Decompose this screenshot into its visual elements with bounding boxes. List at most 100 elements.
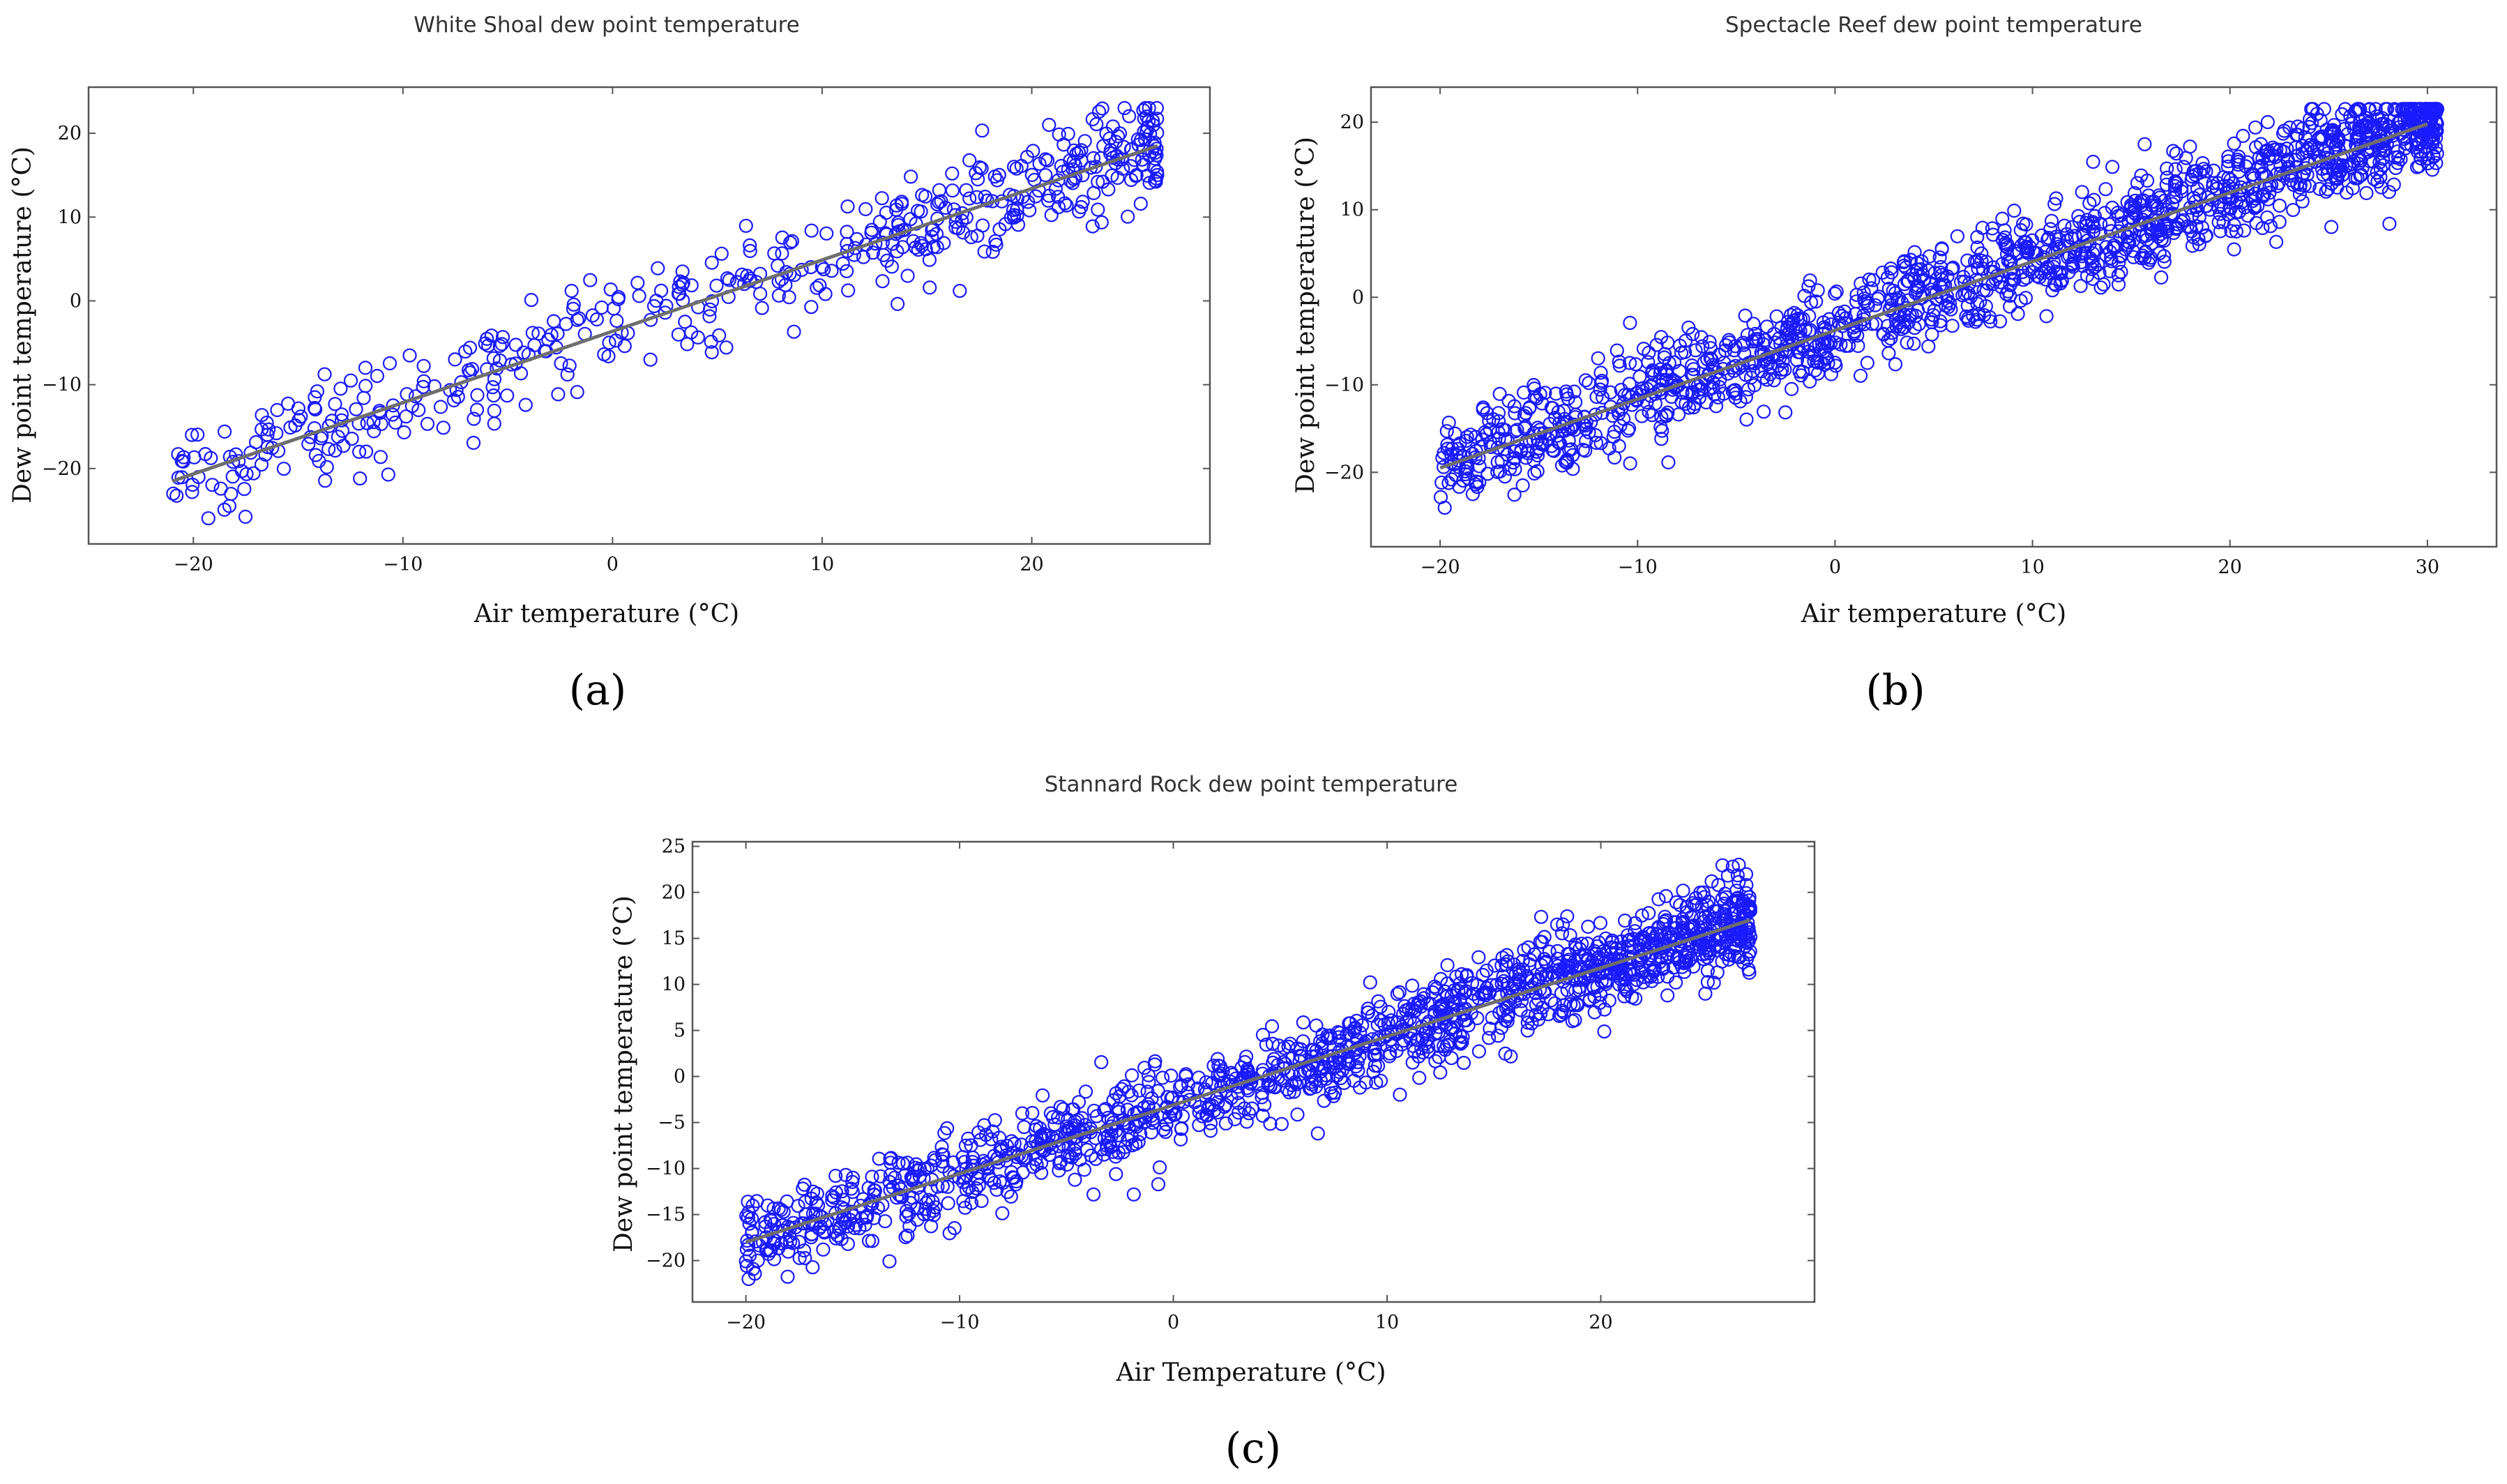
scatter-point (1482, 1031, 1497, 1045)
scatter-point (1704, 874, 1719, 888)
scatter-point (2409, 160, 2425, 174)
y-tick-label: 20 (1340, 112, 1364, 133)
scatter-point (2198, 229, 2213, 243)
scatter-point (2315, 162, 2329, 176)
scatter-point (190, 427, 205, 442)
scatter-point (1707, 387, 1722, 402)
scatter-point (1610, 343, 1624, 358)
scatter-point (1475, 432, 1490, 447)
scatter-point (1550, 944, 1565, 959)
scatter-point (766, 1217, 782, 1232)
y-tick-label: 15 (662, 928, 686, 950)
scatter-point (975, 123, 990, 138)
scatter-point (858, 1210, 873, 1225)
scatter-point (2176, 213, 2191, 227)
scatter-point (458, 344, 473, 359)
scatter-point (2038, 272, 2053, 287)
scatter-point (1995, 211, 2010, 226)
scatter-point (2114, 264, 2128, 279)
scatter-point (288, 418, 303, 433)
scatter-point (1315, 1027, 1330, 1042)
scatter-point (1782, 330, 1797, 344)
panel-a-white-shoal: White Shoal dew point temperature Dew po… (8, 13, 1211, 715)
scatter-point (921, 1192, 936, 1207)
scatter-point (2190, 181, 2205, 196)
x-tick-label: 30 (2416, 556, 2439, 578)
scatter-point (2347, 121, 2361, 136)
scatter-point (171, 447, 185, 462)
scatter-point (2047, 197, 2062, 211)
scatter-point (1431, 1025, 1446, 1040)
y-tick-label: 5 (674, 1020, 686, 1042)
scatter-point (2359, 186, 2374, 200)
scatter-point (255, 422, 269, 437)
scatter-point (805, 1184, 821, 1199)
scatter-point (840, 225, 854, 239)
scatter-point (1624, 940, 1639, 955)
scatter-point (796, 1216, 812, 1231)
scatter-point (1035, 1088, 1050, 1103)
scatter-point (2091, 257, 2105, 272)
scatter-point (1884, 265, 1899, 280)
scatter-point (2286, 203, 2301, 218)
scatter-point (1778, 362, 1792, 377)
scatter-point (969, 1181, 984, 1196)
scatter-point (1619, 966, 1633, 980)
scatter-point (2019, 217, 2033, 232)
scatter-point (1651, 892, 1666, 907)
scatter-point (570, 385, 584, 400)
scatter-point (1506, 455, 1521, 470)
scatter-point (564, 284, 579, 298)
scatter-point (2430, 146, 2444, 161)
scatter-point (1568, 940, 1583, 955)
scatter-point (2272, 198, 2287, 213)
scatter-point (2380, 102, 2395, 116)
scatter-point (818, 287, 833, 301)
scatter-point (1003, 1189, 1018, 1204)
scatter-point (1105, 119, 1121, 134)
scatter-point (2137, 251, 2152, 266)
scatter-point (804, 300, 819, 315)
scatter-point (1841, 338, 1856, 353)
scatter-point (1448, 468, 1463, 483)
scatter-point (1110, 170, 1125, 186)
y-tick-label: 10 (662, 974, 686, 996)
scatter-point (1392, 985, 1407, 1000)
scatter-point (722, 273, 736, 287)
x-tick-label: −10 (940, 1312, 980, 1333)
scatter-point (1598, 974, 1612, 990)
scatter-point (2154, 270, 2169, 285)
scatter-point (1097, 1131, 1112, 1146)
scatter-point (1649, 338, 1664, 352)
scatter-point (1029, 1157, 1044, 1172)
scatter-point (1164, 1068, 1179, 1083)
scatter-point (1116, 1145, 1130, 1160)
scatter-point (487, 403, 501, 418)
scatter-point (764, 1213, 779, 1228)
scatter-point (1149, 100, 1165, 116)
scatter-point (1560, 453, 1575, 467)
plot-frame (87, 86, 1211, 545)
scatter-point (1732, 857, 1746, 872)
scatter-point (714, 246, 729, 261)
scatter-point (343, 373, 358, 388)
scatter-point (1384, 1013, 1399, 1028)
scatter-point (2315, 129, 2329, 144)
scatter-point (1545, 401, 1560, 416)
scatter-point (900, 1228, 915, 1243)
scatter-point (1015, 1106, 1030, 1121)
scatter-point (1828, 286, 1842, 301)
scatter-point (594, 300, 609, 315)
scatter-point (1129, 1119, 1144, 1134)
y-axis-label: Dew point temperature (°C) (8, 146, 37, 503)
scatter-point (1596, 390, 1610, 405)
scatter-point (2049, 229, 2063, 244)
scatter-point (782, 235, 798, 250)
scatter-point (2192, 165, 2207, 180)
scatter-point (255, 408, 269, 423)
scatter-point (1052, 127, 1066, 142)
scatter-point (1412, 1070, 1427, 1085)
scatter-point (678, 315, 692, 329)
scatter-point (1801, 279, 1816, 294)
scatter-point (1501, 1007, 1515, 1022)
